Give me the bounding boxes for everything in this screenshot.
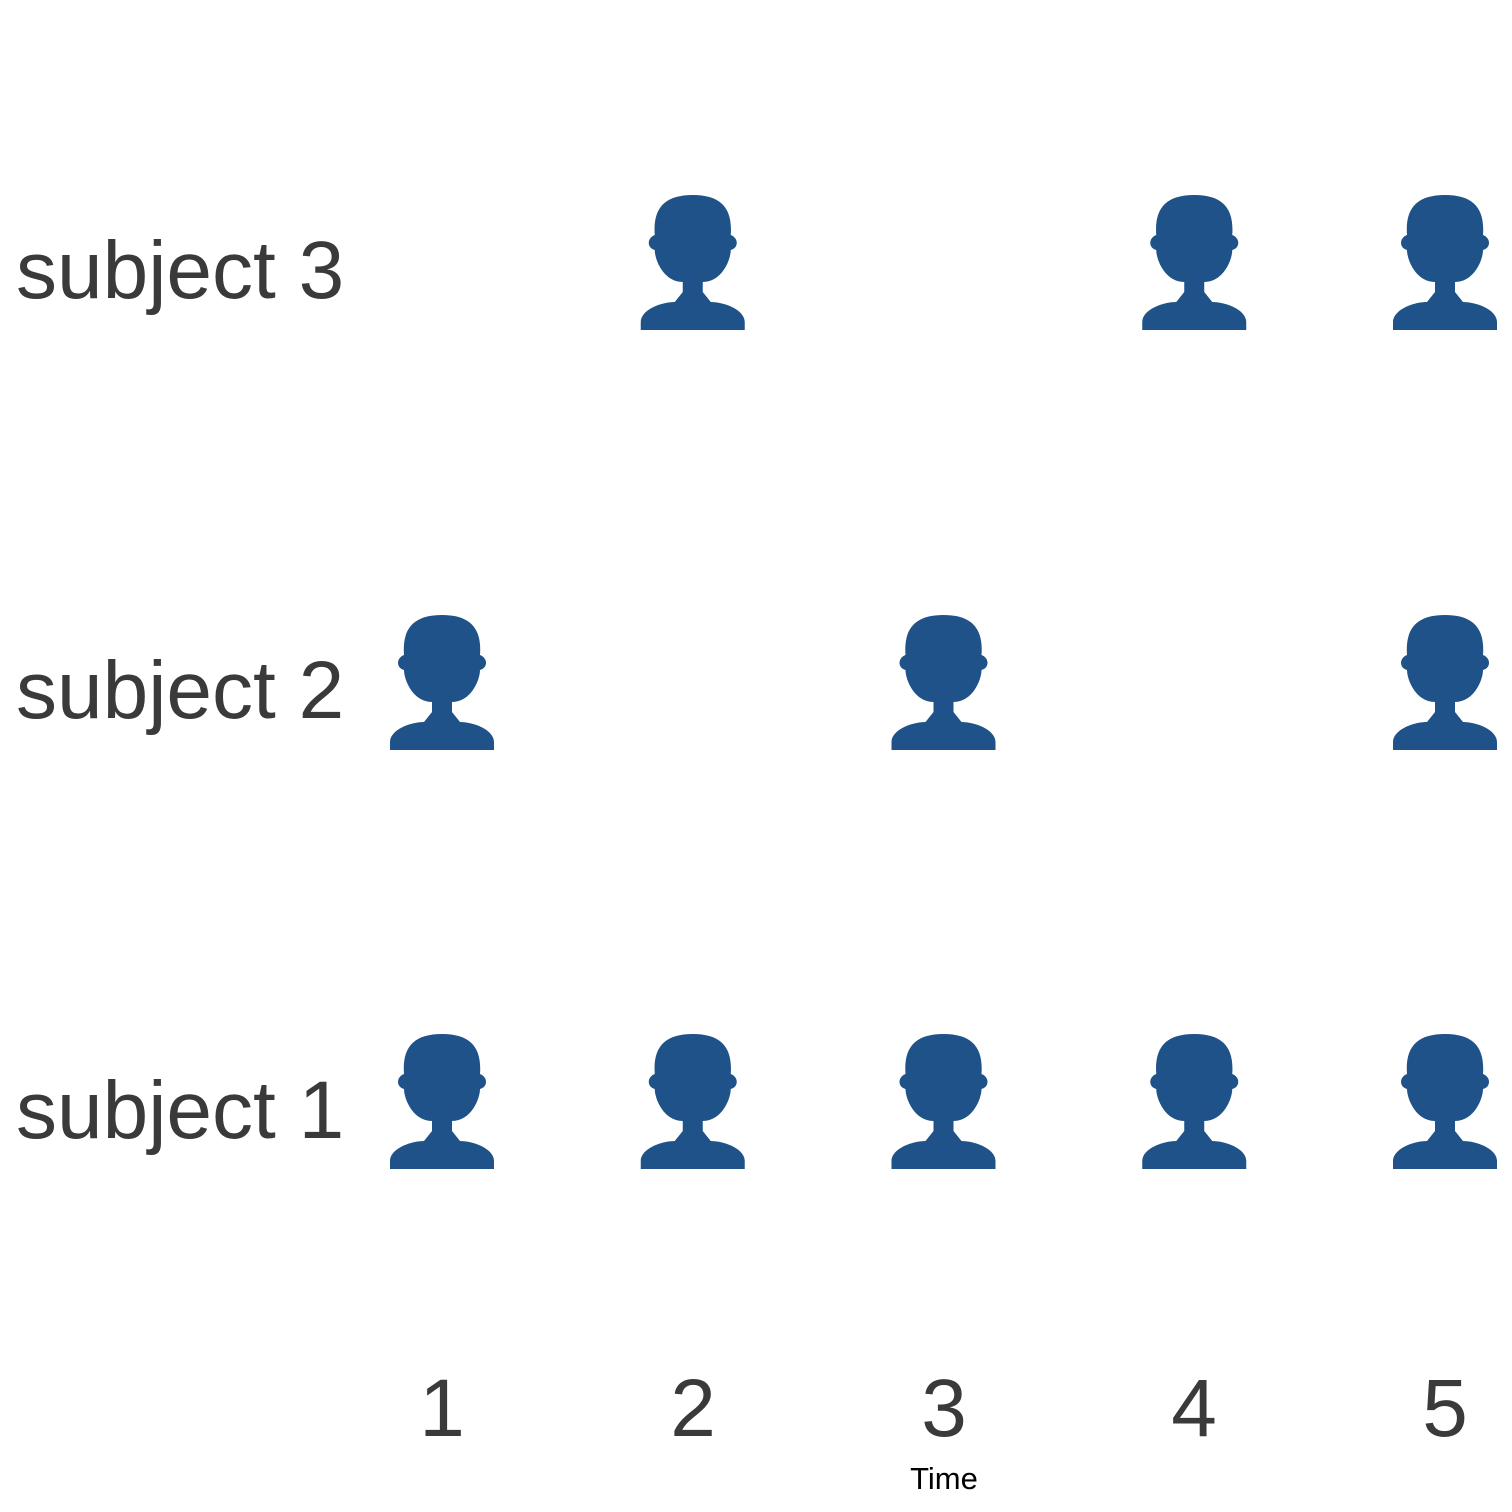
user-icon bbox=[891, 615, 996, 750]
user-icon bbox=[1142, 1034, 1247, 1169]
user-icon bbox=[390, 1034, 494, 1169]
x-tick-4: 4 bbox=[1171, 1363, 1217, 1454]
x-axis-title: Time bbox=[910, 1461, 978, 1496]
y-label-subject-3: subject 3 bbox=[16, 225, 344, 316]
user-icon bbox=[1393, 1034, 1497, 1169]
markers bbox=[390, 195, 1497, 1169]
x-tick-3: 3 bbox=[921, 1363, 967, 1454]
y-label-subject-1: subject 1 bbox=[16, 1065, 344, 1156]
y-label-subject-2: subject 2 bbox=[16, 645, 344, 736]
user-icon bbox=[1393, 615, 1497, 750]
user-icon bbox=[390, 615, 494, 750]
x-tick-5: 5 bbox=[1422, 1363, 1468, 1454]
user-icon bbox=[640, 195, 745, 330]
x-tick-1: 1 bbox=[419, 1363, 465, 1454]
user-icon bbox=[1142, 195, 1247, 330]
x-tick-2: 2 bbox=[670, 1363, 716, 1454]
user-icon bbox=[891, 1034, 996, 1169]
user-icon bbox=[1393, 195, 1497, 330]
user-icon bbox=[640, 1034, 745, 1169]
y-axis-labels: subject 1 subject 2 subject 3 bbox=[16, 225, 344, 1156]
x-axis-ticks: 1 2 3 4 5 bbox=[419, 1363, 1468, 1454]
